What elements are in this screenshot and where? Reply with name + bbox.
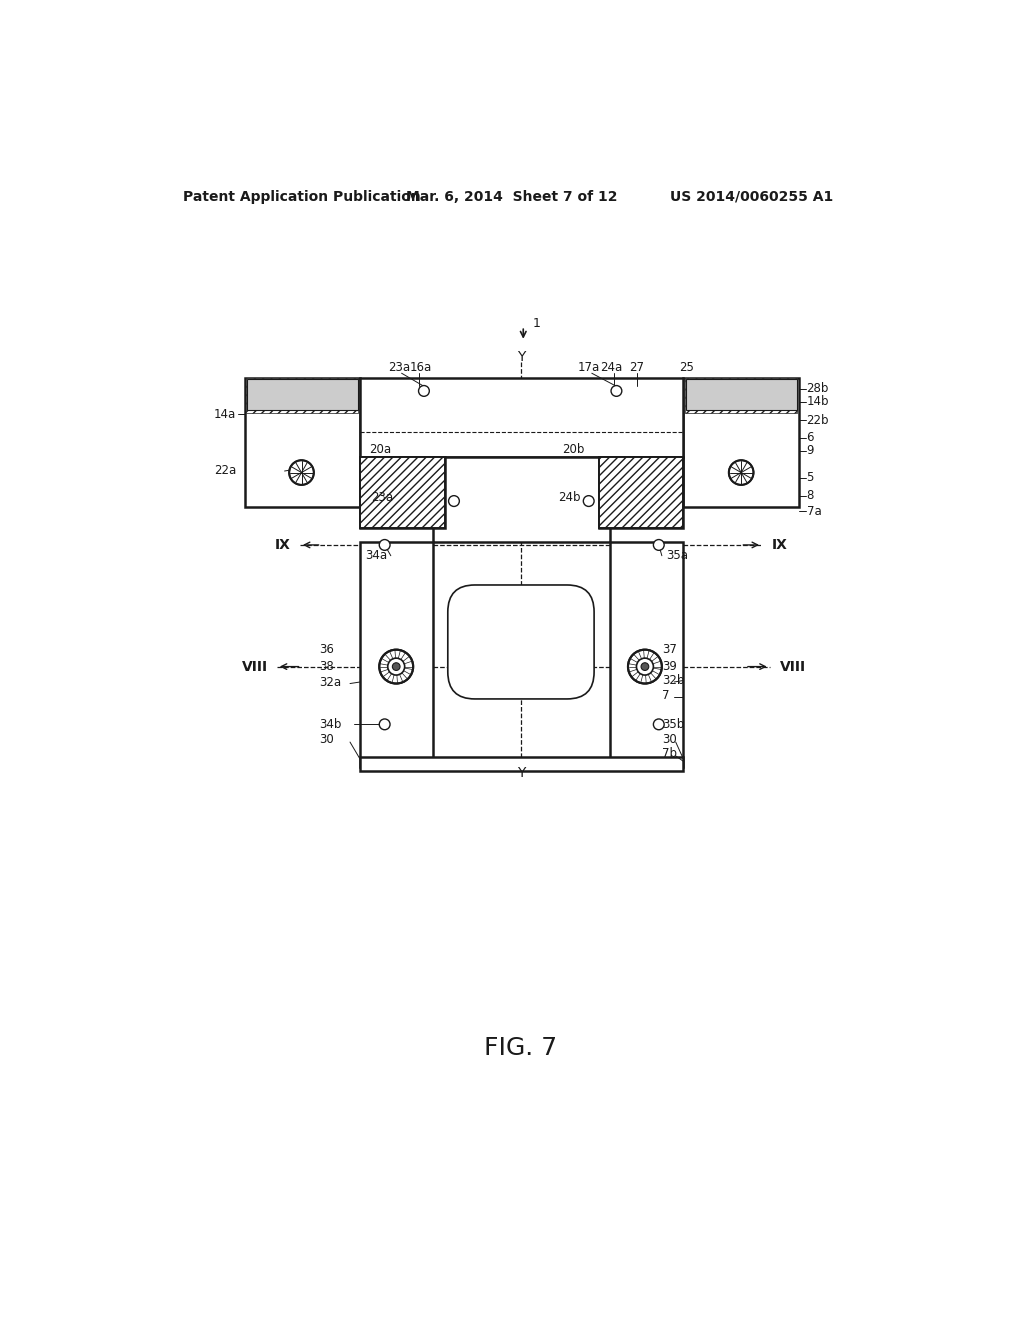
Text: 25: 25 xyxy=(680,362,694,375)
Bar xyxy=(610,543,683,767)
Text: 9: 9 xyxy=(807,445,814,458)
Text: Y: Y xyxy=(517,766,525,780)
Bar xyxy=(599,457,683,528)
Bar xyxy=(685,378,798,412)
Text: 7a: 7a xyxy=(807,504,821,517)
Text: 30: 30 xyxy=(319,733,334,746)
Circle shape xyxy=(653,540,665,550)
Text: FIG. 7: FIG. 7 xyxy=(484,1036,557,1060)
Text: 24b: 24b xyxy=(558,491,581,504)
Text: 6: 6 xyxy=(807,432,814,445)
Text: 28b: 28b xyxy=(807,381,829,395)
Text: 24a: 24a xyxy=(600,362,623,375)
Text: 34a: 34a xyxy=(366,549,387,562)
Circle shape xyxy=(641,663,649,671)
Circle shape xyxy=(637,659,653,675)
Text: 8: 8 xyxy=(807,490,814,502)
Text: 17a: 17a xyxy=(578,362,600,375)
Text: 32a: 32a xyxy=(319,676,341,689)
Text: 22b: 22b xyxy=(807,413,829,426)
Bar xyxy=(599,457,683,528)
Text: 20b: 20b xyxy=(562,444,584,455)
Text: 35a: 35a xyxy=(666,549,688,562)
Bar xyxy=(245,378,360,507)
Text: IX: IX xyxy=(772,539,787,552)
Bar xyxy=(433,457,610,543)
Text: 7: 7 xyxy=(662,689,670,702)
Text: 14b: 14b xyxy=(807,395,829,408)
Text: 22a: 22a xyxy=(214,463,236,477)
Circle shape xyxy=(379,719,390,730)
Text: 32b: 32b xyxy=(662,675,684,686)
Bar xyxy=(360,457,444,528)
Circle shape xyxy=(584,496,594,507)
Text: 39: 39 xyxy=(662,660,677,673)
Text: 37: 37 xyxy=(662,643,677,656)
Circle shape xyxy=(729,461,754,484)
Text: Y: Y xyxy=(517,350,525,364)
Circle shape xyxy=(379,540,390,550)
Circle shape xyxy=(419,385,429,396)
Text: 5: 5 xyxy=(807,471,814,484)
FancyBboxPatch shape xyxy=(447,585,594,700)
Circle shape xyxy=(289,461,313,484)
Text: 16a: 16a xyxy=(410,362,432,375)
Text: 27: 27 xyxy=(630,362,644,375)
Text: 20a: 20a xyxy=(370,444,391,455)
Circle shape xyxy=(388,659,404,675)
Text: 1: 1 xyxy=(532,317,541,330)
Text: 35b: 35b xyxy=(662,718,684,731)
Text: VIII: VIII xyxy=(242,660,267,673)
Circle shape xyxy=(449,496,460,507)
Text: 23a: 23a xyxy=(388,362,411,375)
Text: VIII: VIII xyxy=(779,660,806,673)
Bar xyxy=(360,457,444,528)
Bar xyxy=(686,379,797,411)
Text: IX: IX xyxy=(274,539,291,552)
Circle shape xyxy=(628,649,662,684)
Bar xyxy=(246,378,358,412)
Text: 36: 36 xyxy=(319,643,334,656)
Circle shape xyxy=(653,719,665,730)
Bar xyxy=(247,379,357,411)
Text: Patent Application Publication: Patent Application Publication xyxy=(183,190,421,203)
Text: 38: 38 xyxy=(319,660,334,673)
Text: 14a: 14a xyxy=(214,408,236,421)
Bar xyxy=(360,543,433,767)
Text: 7b: 7b xyxy=(662,747,677,760)
Bar xyxy=(360,378,683,457)
Text: 34b: 34b xyxy=(319,718,342,731)
Bar xyxy=(683,378,799,507)
Bar xyxy=(360,758,683,771)
Text: 23a: 23a xyxy=(371,491,393,504)
Text: 30: 30 xyxy=(662,733,677,746)
Text: US 2014/0060255 A1: US 2014/0060255 A1 xyxy=(670,190,833,203)
Circle shape xyxy=(379,649,413,684)
Circle shape xyxy=(611,385,622,396)
Text: Mar. 6, 2014  Sheet 7 of 12: Mar. 6, 2014 Sheet 7 of 12 xyxy=(407,190,617,203)
Circle shape xyxy=(392,663,400,671)
